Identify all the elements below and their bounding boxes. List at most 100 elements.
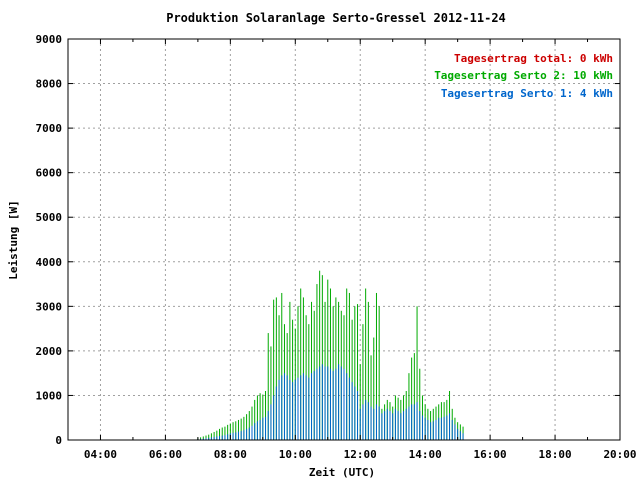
bar-serto-1 bbox=[435, 419, 437, 440]
bar-serto-2 bbox=[224, 426, 226, 440]
bar-serto-1 bbox=[462, 433, 464, 440]
bar-serto-1 bbox=[243, 430, 245, 440]
x-tick-label: 06:00 bbox=[149, 448, 182, 461]
bar-serto-1 bbox=[457, 428, 459, 440]
bar-serto-1 bbox=[440, 417, 442, 440]
bar-serto-2 bbox=[246, 414, 248, 440]
x-tick-label: 10:00 bbox=[279, 448, 312, 461]
bar-serto-1 bbox=[273, 395, 275, 440]
bar-serto-1 bbox=[381, 413, 383, 440]
bar-serto-2 bbox=[259, 393, 261, 440]
bar-serto-2 bbox=[348, 292, 350, 440]
bar-serto-1 bbox=[297, 377, 299, 440]
bar-serto-1 bbox=[251, 425, 253, 440]
bar-serto-1 bbox=[208, 437, 210, 440]
y-axis-tick-labels: 0 1000 2000 3000 4000 5000 6000 7000 8000 9000 bbox=[36, 33, 63, 447]
bar-serto-2 bbox=[311, 301, 313, 440]
bar-serto-1 bbox=[221, 435, 223, 440]
bar-serto-1 bbox=[359, 408, 361, 440]
bar-serto-1 bbox=[384, 411, 386, 440]
x-axis-label: Zeit (UTC) bbox=[309, 466, 375, 479]
bar-serto-2 bbox=[275, 297, 277, 440]
y-tick-label: 7000 bbox=[36, 122, 63, 135]
bar-serto-1 bbox=[324, 366, 326, 440]
bar-serto-1 bbox=[427, 419, 429, 440]
bar-serto-1 bbox=[262, 417, 264, 440]
bar-serto-2 bbox=[267, 333, 269, 440]
bar-serto-1 bbox=[246, 428, 248, 440]
bar-serto-1 bbox=[408, 406, 410, 440]
bar-serto-1 bbox=[256, 421, 258, 440]
y-tick-label: 2000 bbox=[36, 345, 63, 358]
legend-serto-1: Tagesertrag Serto 1: 4 kWh bbox=[441, 87, 613, 100]
bar-serto-1 bbox=[311, 373, 313, 440]
bar-serto-1 bbox=[449, 413, 451, 440]
bar-serto-2 bbox=[327, 279, 329, 440]
bar-serto-2 bbox=[354, 306, 356, 440]
bar-serto-1 bbox=[394, 408, 396, 440]
x-tick-label: 20:00 bbox=[603, 448, 636, 461]
bar-serto-1 bbox=[419, 411, 421, 440]
bar-serto-1 bbox=[362, 404, 364, 440]
bar-serto-2 bbox=[351, 319, 353, 440]
data-bars bbox=[197, 270, 464, 440]
bar-serto-1 bbox=[319, 366, 321, 440]
y-tick-label: 8000 bbox=[36, 78, 63, 91]
bar-serto-1 bbox=[421, 415, 423, 440]
axis-ticks bbox=[67, 38, 621, 441]
grid-lines bbox=[68, 39, 620, 440]
bar-serto-2 bbox=[213, 431, 215, 440]
x-tick-label: 18:00 bbox=[538, 448, 571, 461]
bar-serto-2 bbox=[210, 433, 212, 440]
bar-serto-2 bbox=[462, 426, 464, 440]
bar-serto-1 bbox=[392, 413, 394, 440]
bar-serto-2 bbox=[373, 337, 375, 440]
bar-serto-1 bbox=[232, 432, 234, 440]
bar-serto-1 bbox=[259, 419, 261, 440]
bar-serto-2 bbox=[251, 406, 253, 440]
bar-serto-2 bbox=[365, 288, 367, 440]
bar-serto-2 bbox=[229, 423, 231, 440]
bar-serto-2 bbox=[281, 292, 283, 440]
bar-serto-1 bbox=[365, 399, 367, 440]
bar-serto-2 bbox=[232, 422, 234, 440]
bar-serto-1 bbox=[200, 438, 202, 440]
bar-serto-2 bbox=[289, 301, 291, 440]
bar-serto-2 bbox=[297, 306, 299, 440]
bar-serto-2 bbox=[300, 288, 302, 440]
x-axis-tick-labels: 04:00 06:00 08:00 10:00 12:00 14:00 16:00 18:00… bbox=[84, 448, 637, 461]
bar-serto-1 bbox=[354, 386, 356, 440]
bar-serto-2 bbox=[408, 373, 410, 440]
bar-serto-2 bbox=[235, 421, 237, 440]
bar-serto-2 bbox=[359, 364, 361, 440]
bar-serto-1 bbox=[424, 417, 426, 440]
bar-serto-1 bbox=[403, 411, 405, 440]
bar-serto-1 bbox=[367, 402, 369, 440]
bar-serto-1 bbox=[329, 368, 331, 440]
bar-serto-1 bbox=[213, 436, 215, 440]
bar-serto-1 bbox=[446, 415, 448, 440]
bar-serto-2 bbox=[321, 275, 323, 440]
bar-serto-2 bbox=[302, 297, 304, 440]
bar-serto-2 bbox=[256, 395, 258, 440]
y-tick-label: 4000 bbox=[36, 256, 63, 269]
bar-serto-1 bbox=[235, 432, 237, 440]
bar-serto-1 bbox=[346, 373, 348, 440]
bar-serto-2 bbox=[319, 270, 321, 440]
bar-serto-2 bbox=[378, 306, 380, 440]
y-tick-label: 1000 bbox=[36, 389, 63, 402]
bar-serto-1 bbox=[240, 431, 242, 440]
bar-serto-1 bbox=[375, 404, 377, 440]
x-tick-label: 14:00 bbox=[409, 448, 442, 461]
y-tick-label: 0 bbox=[55, 434, 62, 447]
bar-serto-1 bbox=[438, 417, 440, 440]
bar-serto-1 bbox=[300, 375, 302, 440]
bar-serto-1 bbox=[389, 411, 391, 440]
bar-serto-1 bbox=[281, 375, 283, 440]
bar-serto-2 bbox=[413, 353, 415, 440]
bar-serto-2 bbox=[243, 416, 245, 440]
y-tick-label: 3000 bbox=[36, 300, 63, 313]
bar-serto-1 bbox=[378, 406, 380, 440]
bar-serto-1 bbox=[248, 427, 250, 440]
bar-serto-1 bbox=[286, 375, 288, 440]
